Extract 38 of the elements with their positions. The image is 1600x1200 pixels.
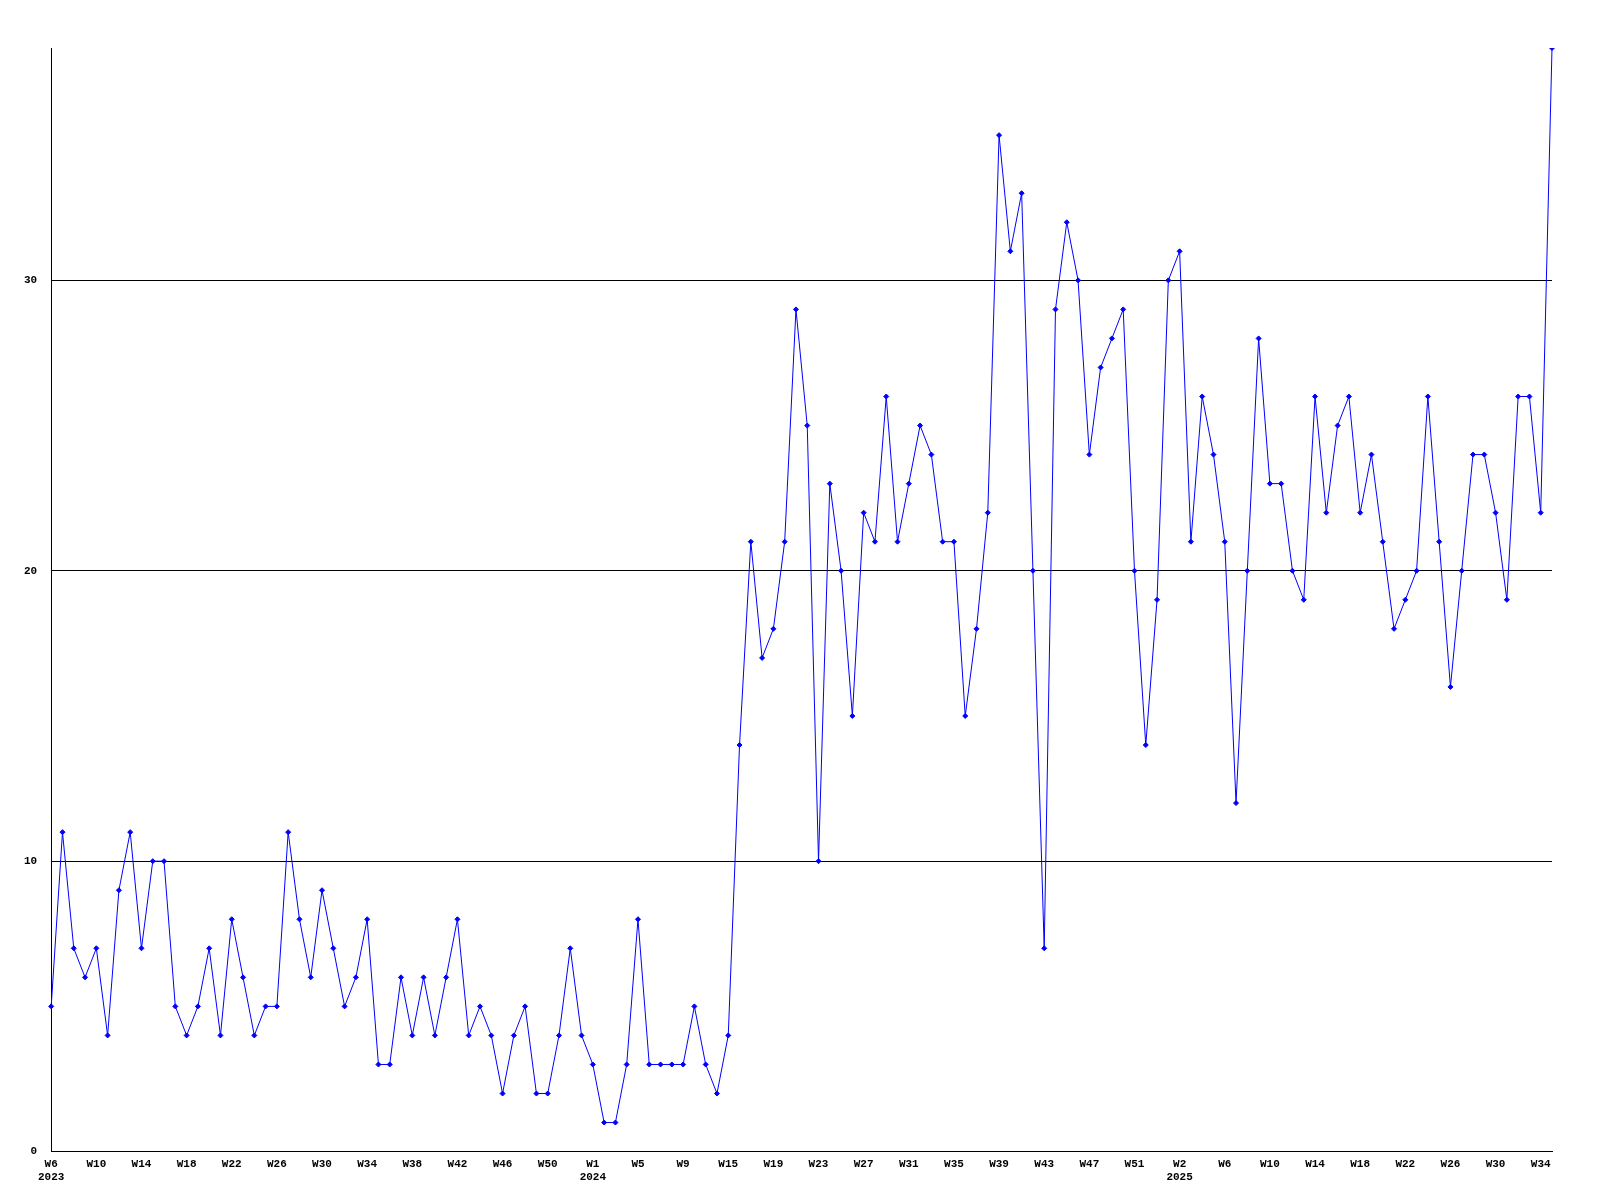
x-tick-label: W5 [631,1157,645,1170]
x-tick-label: W1 2024 [579,1157,607,1184]
x-tick-label: W23 [808,1157,829,1170]
x-tick-label: W27 [853,1157,874,1170]
x-tick-label: W6 [1218,1157,1232,1170]
y-tick-label: 0 [30,1145,38,1158]
x-tick-label: W39 [989,1157,1009,1170]
x-tick-label: W31 [898,1157,920,1170]
x-tick-label: W18 [176,1157,197,1170]
x-tick-label: W6 2023 [38,1157,65,1184]
x-tick-label: W47 [1079,1157,1100,1170]
x-tick-label: W22 [1395,1157,1416,1170]
x-tick-label: W51 [1124,1157,1145,1170]
x-tick-label: W9 [676,1157,690,1170]
x-tick-label: W14 [1305,1157,1326,1170]
x-tick-label: W26 [266,1157,287,1170]
x-tick-label: W22 [221,1157,242,1170]
x-tick-label: W2 2025 [1166,1157,1194,1184]
x-tick-label: W10 [1259,1157,1280,1170]
x-tick-label: W14 [131,1157,152,1170]
x-tick-label: W34 [357,1157,378,1170]
x-tick-label: W38 [402,1157,423,1170]
x-tick-label: W34 [1530,1157,1552,1170]
y-tick-label: 20 [24,564,38,577]
x-tick-label: W30 [1485,1157,1506,1170]
x-tick-label: W19 [763,1157,784,1170]
x-tick-label: W46 [492,1157,513,1170]
x-tick-label: W50 [537,1157,558,1170]
x-tick-label: W30 [312,1157,332,1170]
x-tick-label: W43 [1034,1157,1055,1170]
y-tick-label: 10 [24,854,38,867]
x-tick-label: W15 [718,1157,739,1170]
y-tick-label: 30 [24,274,38,287]
x-tick-label: W35 [944,1157,965,1170]
x-tick-label: W42 [447,1157,468,1170]
x-tick-label: W10 [86,1157,107,1170]
x-tick-label: W18 [1350,1157,1371,1170]
x-tick-label: W26 [1440,1157,1461,1170]
